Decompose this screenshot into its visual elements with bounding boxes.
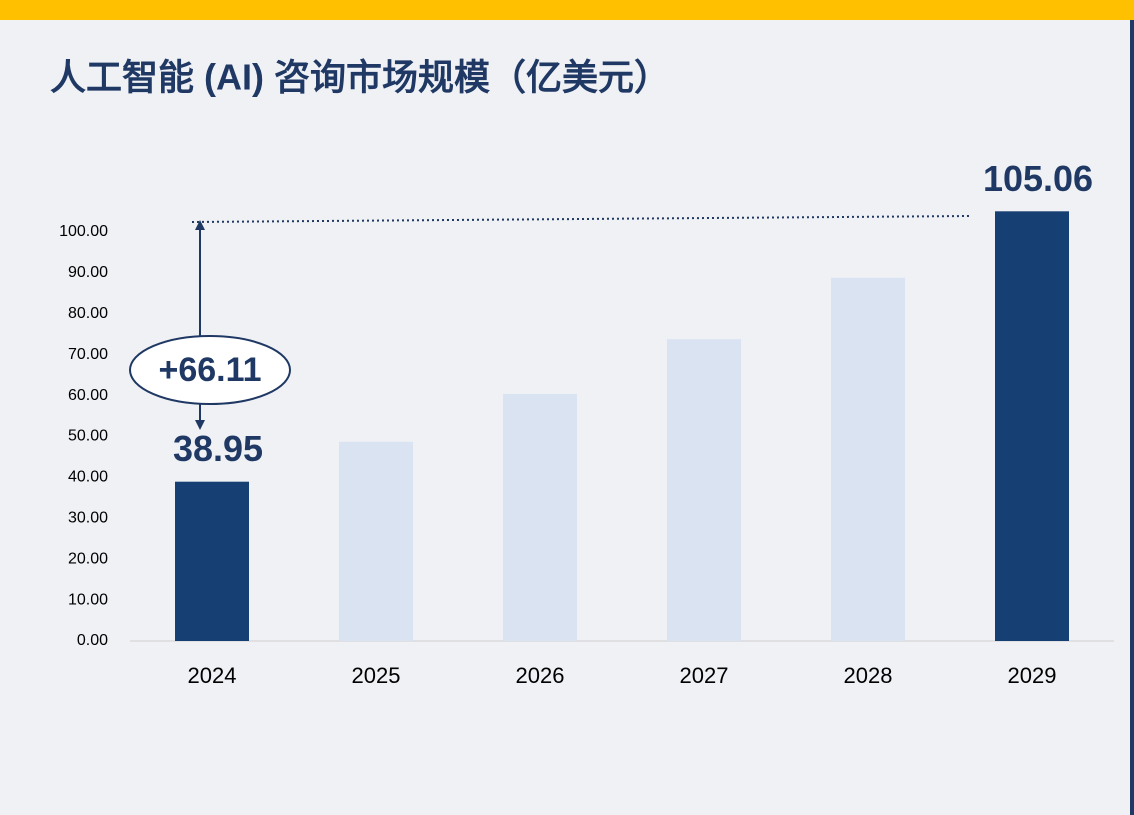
x-tick-label: 2029 bbox=[1008, 663, 1057, 688]
annotation-bubble bbox=[129, 335, 291, 405]
y-tick-label: 90.00 bbox=[68, 264, 108, 281]
x-tick-label: 2028 bbox=[844, 663, 893, 688]
value-label: 105.06 bbox=[983, 158, 1093, 199]
y-tick-label: 50.00 bbox=[68, 428, 108, 445]
chart-title: 人工智能 (AI) 咨询市场规模（亿美元） bbox=[50, 57, 670, 98]
y-tick-label: 30.00 bbox=[68, 510, 108, 527]
y-tick-label: 60.00 bbox=[68, 387, 108, 404]
y-tick-label: 100.00 bbox=[59, 223, 108, 240]
bar bbox=[339, 441, 413, 641]
y-tick-label: 40.00 bbox=[68, 469, 108, 486]
x-tick-label: 2025 bbox=[352, 663, 401, 688]
y-tick-label: 80.00 bbox=[68, 305, 108, 322]
arrow-head bbox=[195, 220, 205, 230]
y-tick-label: 0.00 bbox=[77, 632, 108, 649]
bar bbox=[503, 393, 577, 641]
bar bbox=[995, 211, 1069, 641]
bar bbox=[667, 339, 741, 641]
x-tick-label: 2027 bbox=[680, 663, 729, 688]
right-edge bbox=[1130, 20, 1134, 815]
x-tick-label: 2024 bbox=[188, 663, 237, 688]
y-tick-label: 20.00 bbox=[68, 550, 108, 567]
top-band bbox=[0, 0, 1134, 20]
y-tick-label: 70.00 bbox=[68, 346, 108, 363]
x-tick-label: 2026 bbox=[516, 663, 565, 688]
annotation: +66.11 bbox=[158, 351, 261, 389]
bar bbox=[175, 481, 249, 641]
value-label: 38.95 bbox=[173, 428, 263, 469]
bar bbox=[831, 277, 905, 641]
y-tick-label: 10.00 bbox=[68, 591, 108, 608]
arrow-head bbox=[195, 420, 205, 430]
